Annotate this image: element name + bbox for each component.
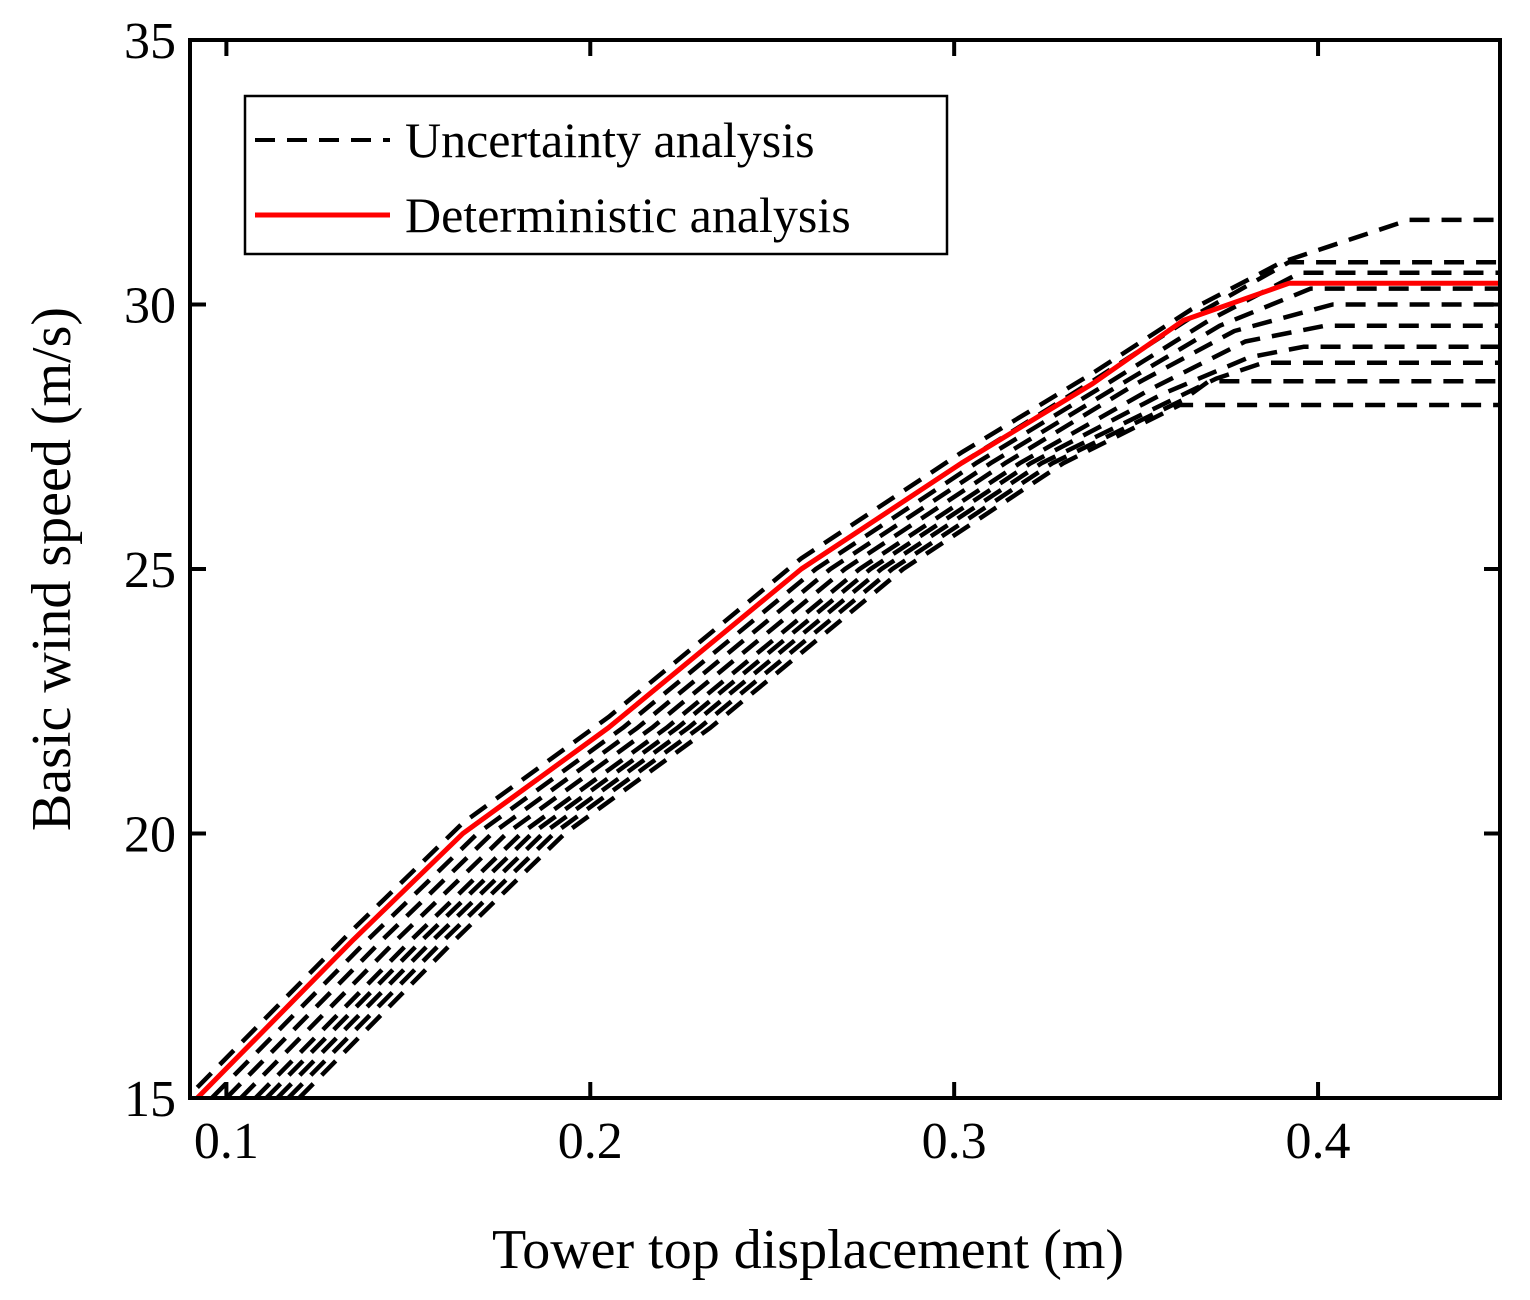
deterministic-series-line	[195, 280, 1500, 1098]
uncertainty-series-line	[224, 286, 1500, 1098]
uncertainty-series-line	[239, 302, 1500, 1098]
y-tick-label: 15	[124, 1071, 176, 1128]
y-tick-label: 35	[124, 13, 176, 70]
x-tick-label: 0.4	[1286, 1113, 1351, 1170]
legend-box	[243, 94, 949, 256]
series-layer	[195, 217, 1500, 1098]
x-tick-label: 0.1	[194, 1113, 259, 1170]
y-tick-label: 25	[124, 542, 176, 599]
legend-label-deterministic: Deterministic analysis	[405, 187, 851, 243]
legend: Uncertainty analysis Deterministic analy…	[243, 94, 949, 256]
tick-layer: 0.1 0.2 0.3 0.4 15 20 25 30 35	[124, 13, 1500, 1170]
y-axis-title: Basic wind speed (m/s)	[21, 307, 83, 831]
x-tick-label: 0.3	[922, 1113, 987, 1170]
y-tick-label: 30	[124, 278, 176, 335]
uncertainty-series-line	[286, 378, 1500, 1098]
x-tick-label: 0.2	[558, 1113, 623, 1170]
uncertainty-series-line	[297, 402, 1500, 1098]
y-tick-label: 20	[124, 807, 176, 864]
uncertainty-series-line	[275, 360, 1500, 1098]
uncertainty-series-line	[253, 323, 1500, 1098]
legend-label-uncertainty: Uncertainty analysis	[405, 112, 815, 168]
uncertainty-series-line	[195, 217, 1500, 1089]
uncertainty-series-line	[264, 344, 1500, 1098]
x-axis-title: Tower top displacement (m)	[492, 1219, 1124, 1281]
